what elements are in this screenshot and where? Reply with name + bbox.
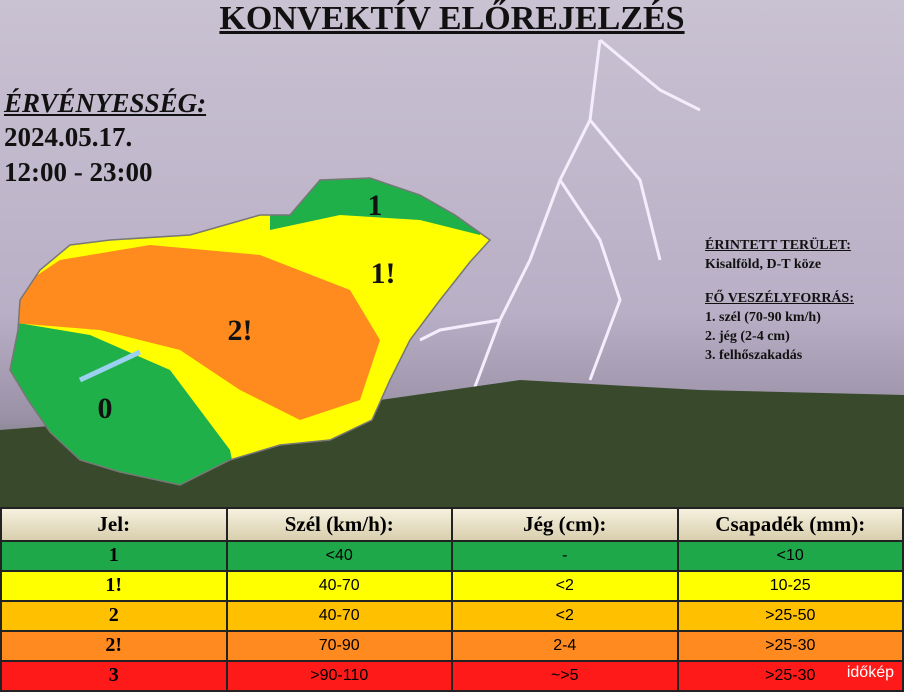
header-cell: Csapadék (mm): xyxy=(676,507,904,542)
header-cell: Szél (km/h): xyxy=(225,507,453,542)
table-cell: 70-90 xyxy=(225,629,453,662)
table-row: 1 <40- <10 xyxy=(0,539,904,572)
area: Kisalföld, D-T köze xyxy=(705,257,822,272)
table-row: 2 40-70 <2 >25-50 xyxy=(0,599,904,632)
table-cell: 1! xyxy=(0,569,228,602)
hazard: 3. felhőszakadás xyxy=(705,348,803,363)
time: 12:00 - 23:00 xyxy=(4,157,153,187)
info-box: ÉRINTETT TERÜLET: Kisalföld, D-T köze FŐ… xyxy=(705,236,854,365)
lightning xyxy=(419,38,701,401)
title: KONVEKTÍV ELŐREJELZÉS xyxy=(219,0,685,37)
table-cell: <10 xyxy=(676,539,904,572)
date: 2024.05.17. xyxy=(4,122,133,152)
table-cell: >90-110 xyxy=(225,659,453,692)
header-row: Jel: Szél (km/h): Jég (cm): Csapadék (mm): xyxy=(0,507,904,542)
lake xyxy=(78,349,142,383)
legend-table: Jel: Szél (km/h): Jég (cm): Csapadék (mm): 1… xyxy=(0,507,904,692)
table-cell: >25-30 xyxy=(676,659,904,692)
area-label: ÉRINTETT TERÜLET: xyxy=(705,238,851,253)
table-cell: 40-70 xyxy=(225,569,453,602)
table-cell: 1 xyxy=(0,539,228,572)
zone-label: 0 xyxy=(98,392,113,425)
table-cell: <2 xyxy=(451,569,679,602)
map-scene: 1 1! 2! 0 xyxy=(0,38,904,507)
header-cell: Jég (cm): xyxy=(451,507,679,542)
map-outline xyxy=(9,177,492,486)
table-cell: 2! xyxy=(0,629,228,662)
table-cell: ~>5 xyxy=(451,659,679,692)
hazard: 1. szél (70-90 km/h) xyxy=(705,310,821,325)
table-cell: 2-4 xyxy=(451,629,679,662)
table-cell: - xyxy=(451,539,679,572)
table-cell: 2 xyxy=(0,599,228,632)
table-row: 2! 70-90 2-4 >25-30 xyxy=(0,629,904,662)
table-cell: <40 xyxy=(225,539,453,572)
table-cell: 40-70 xyxy=(225,599,453,632)
landscape xyxy=(0,380,904,507)
table-cell: >25-50 xyxy=(676,599,904,632)
table-row: 3 >90-110 ~>5 >25-30 xyxy=(0,659,904,692)
zone-label: 1 xyxy=(368,189,383,222)
hazard: 2. jég (2-4 cm) xyxy=(705,329,790,344)
validity-label: ÉRVÉNYESSÉG: xyxy=(4,88,207,118)
hazard-label: FŐ VESZÉLYFORRÁS: xyxy=(705,291,854,306)
table-row: 1! 40-70 <2 10-25 xyxy=(0,569,904,602)
table-cell: 3 xyxy=(0,659,228,692)
table-cell: >25-30 xyxy=(676,629,904,662)
header-cell: Jel: xyxy=(0,507,228,542)
logo: időkép xyxy=(846,664,894,681)
table-cell: <2 xyxy=(451,599,679,632)
table-cell: 10-25 xyxy=(676,569,904,602)
zone-label: 2! xyxy=(228,314,253,347)
zone-label: 1! xyxy=(371,257,396,290)
